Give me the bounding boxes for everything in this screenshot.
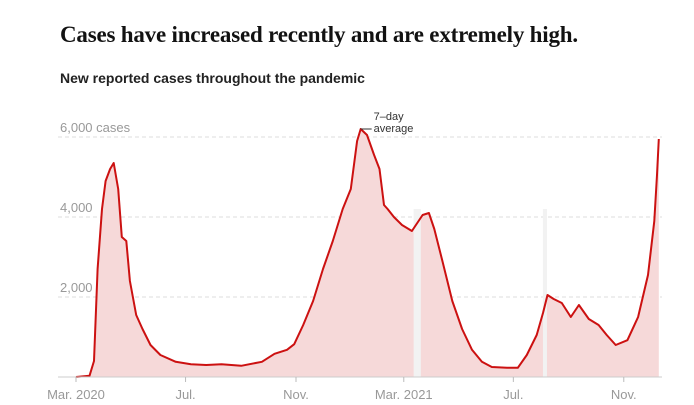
data-gap — [542, 209, 547, 377]
y-tick-label: 4,000 — [60, 200, 93, 215]
y-tick-label: 2,000 — [60, 280, 93, 295]
annotation-label-line1: 7–day — [374, 111, 404, 123]
x-tick-label: Mar. 2020 — [47, 387, 105, 402]
x-tick-label: Nov. — [283, 387, 309, 402]
data-gap — [413, 209, 421, 377]
x-tick-label: Nov. — [611, 387, 637, 402]
x-tick-label: Mar. 2021 — [375, 387, 433, 402]
x-tick-label: Jul. — [503, 387, 523, 402]
chart-subtitle: New reported cases throughout the pandem… — [60, 70, 365, 86]
x-tick-label: Jul. — [175, 387, 195, 402]
area-fill — [76, 129, 659, 377]
seven-day-average-line — [75, 128, 660, 378]
chart-title: Cases have increased recently and are ex… — [60, 22, 578, 47]
annotation-label-line2: average — [374, 123, 414, 135]
y-tick-label: 6,000 cases — [60, 120, 131, 135]
